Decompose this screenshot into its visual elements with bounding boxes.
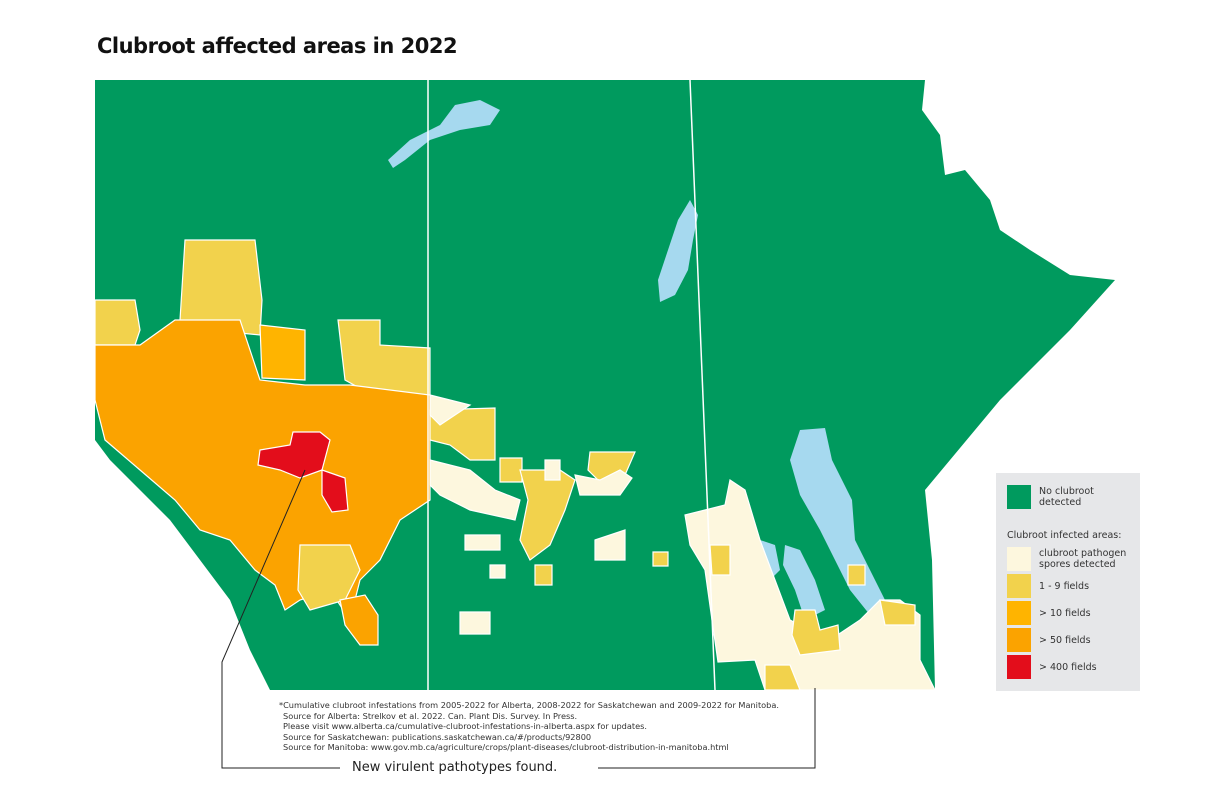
area-gt-400-fields xyxy=(257,431,331,479)
legend-swatch xyxy=(1007,655,1031,679)
area-1-9-fields xyxy=(337,319,431,406)
legend-label: > 400 fields xyxy=(1039,661,1097,673)
legend-item-gt-10: > 10 fields xyxy=(1007,601,1091,625)
reindeer-lake xyxy=(658,200,698,302)
legend-item-gt-400: > 400 fields xyxy=(1007,655,1097,679)
area-1-9-fields xyxy=(879,599,916,626)
note-line: Please visit www.alberta.ca/cumulative-c… xyxy=(283,721,648,731)
note-line: Source for Manitoba: www.gov.mb.ca/agric… xyxy=(283,742,729,752)
legend-swatch xyxy=(1007,547,1031,571)
area-spores-detected xyxy=(594,529,626,561)
area-1-9-fields xyxy=(709,544,731,576)
legend-swatch xyxy=(1007,485,1031,509)
area-spores-detected xyxy=(429,394,472,426)
legend-label: 1 - 9 fields xyxy=(1039,580,1090,592)
area-1-9-fields xyxy=(519,469,576,561)
legend-item-spores: clubroot pathogen spores detected xyxy=(1007,547,1134,571)
lake-winnipegosis xyxy=(760,540,780,580)
area-1-9-fields xyxy=(94,299,141,346)
lake-athabasca xyxy=(388,100,500,168)
map-title: Clubroot affected areas in 2022 xyxy=(97,34,458,58)
legend-swatch xyxy=(1007,628,1031,652)
callout-label: New virulent pathotypes found. xyxy=(352,760,558,775)
note-line: *Cumulative clubroot infestations from 2… xyxy=(279,700,779,710)
legend-swatch xyxy=(1007,574,1031,598)
legend-item-no-clubroot: No clubroot detected xyxy=(1007,485,1119,509)
area-spores-detected xyxy=(684,479,936,691)
infected-areas xyxy=(94,239,936,691)
area-gt-50-fields xyxy=(339,594,379,646)
legend-heading: Clubroot infected areas: xyxy=(1007,530,1122,541)
area-1-9-fields xyxy=(764,664,801,691)
area-spores-detected xyxy=(544,459,561,481)
area-gt-10-fields xyxy=(259,324,306,381)
legend-label: > 50 fields xyxy=(1039,634,1091,646)
map-legend: No clubroot detected Clubroot infected a… xyxy=(996,473,1140,691)
note-line: Source for Alberta: Strelkov et al. 2022… xyxy=(283,710,578,721)
legend-label: clubroot pathogen spores detected xyxy=(1039,548,1127,570)
area-spores-detected xyxy=(429,459,521,521)
source-notes: *Cumulative clubroot infestations from 2… xyxy=(279,700,779,753)
area-spores-detected xyxy=(464,534,501,551)
area-1-9-fields xyxy=(791,609,841,656)
area-spores-detected xyxy=(459,611,491,635)
legend-label: > 10 fields xyxy=(1039,607,1091,619)
area-gt-400-fields xyxy=(321,469,349,513)
provincial-borders xyxy=(427,79,716,691)
area-spores-detected xyxy=(489,564,506,579)
note-line: Source for Saskatchewan: publications.sa… xyxy=(283,731,592,742)
area-spores-detected xyxy=(574,469,633,496)
legend-swatch xyxy=(1007,601,1031,625)
legend-item-1-9: 1 - 9 fields xyxy=(1007,574,1089,598)
area-1-9-fields xyxy=(652,551,669,567)
lake-manitoba xyxy=(783,545,825,620)
legend-item-gt-50: > 50 fields xyxy=(1007,628,1091,652)
saskatchewan-manitoba-border xyxy=(689,79,716,691)
area-1-9-fields xyxy=(499,457,523,483)
callout-lines xyxy=(221,469,816,769)
area-1-9-fields xyxy=(847,564,866,586)
legend-label: No clubroot detected xyxy=(1039,486,1094,508)
area-1-9-fields xyxy=(534,564,553,586)
